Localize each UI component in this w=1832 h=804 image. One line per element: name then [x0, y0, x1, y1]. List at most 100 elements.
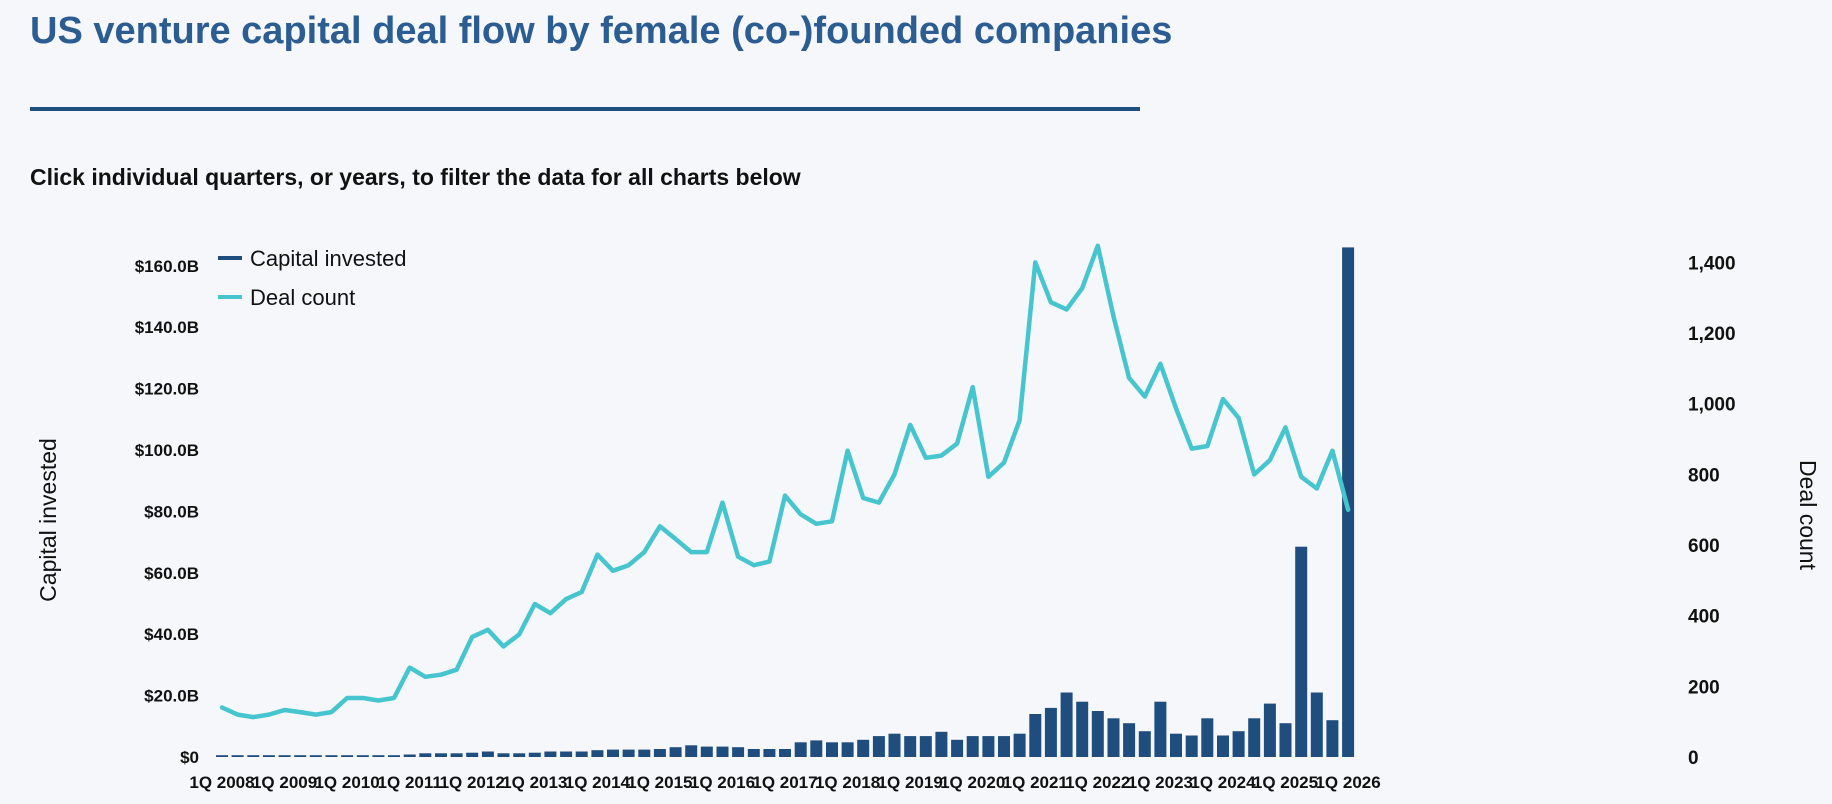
- capital-bar[interactable]: [763, 749, 776, 757]
- capital-bar[interactable]: [685, 745, 698, 757]
- x-tick-label[interactable]: 1Q 2009: [252, 773, 317, 792]
- capital-bar[interactable]: [247, 755, 260, 757]
- capital-bar[interactable]: [747, 749, 760, 757]
- capital-bar[interactable]: [1263, 703, 1276, 757]
- x-tick-label[interactable]: 1Q 2026: [1315, 773, 1380, 792]
- capital-bar[interactable]: [1107, 718, 1120, 757]
- deal-count-line-group[interactable]: [219, 243, 1351, 720]
- x-tick-label[interactable]: 1Q 2013: [502, 773, 567, 792]
- capital-bar[interactable]: [262, 755, 275, 757]
- capital-bar[interactable]: [481, 751, 494, 758]
- capital-bar[interactable]: [607, 749, 619, 757]
- capital-bar[interactable]: [1310, 692, 1323, 758]
- capital-bar[interactable]: [857, 739, 870, 757]
- capital-bar[interactable]: [1029, 714, 1042, 757]
- x-tick-label[interactable]: 1Q 2024: [1190, 773, 1256, 792]
- deal-count-line[interactable]: [219, 243, 1351, 720]
- capital-bar[interactable]: [653, 749, 666, 757]
- x-tick-label[interactable]: 1Q 2016: [690, 773, 755, 792]
- x-tick-label[interactable]: 1Q 2012: [440, 773, 505, 792]
- capital-bar[interactable]: [1013, 733, 1026, 757]
- capital-bar[interactable]: [403, 754, 416, 758]
- capital-bar[interactable]: [309, 755, 322, 757]
- capital-bar[interactable]: [966, 736, 979, 757]
- x-tick-label[interactable]: 1Q 2019: [878, 773, 943, 792]
- y-axis-left-title: Capital invested: [35, 438, 61, 602]
- capital-bar[interactable]: [497, 753, 510, 757]
- capital-bar[interactable]: [1217, 735, 1229, 758]
- capital-bar[interactable]: [1154, 701, 1167, 757]
- capital-bar[interactable]: [826, 742, 838, 757]
- capital-bar[interactable]: [669, 747, 682, 757]
- y-right-tick-label: 0: [1688, 748, 1699, 769]
- capital-bar[interactable]: [544, 751, 557, 758]
- capital-bar[interactable]: [1185, 735, 1198, 758]
- capital-bar[interactable]: [1232, 731, 1245, 757]
- x-tick-label[interactable]: 1Q 2014: [565, 773, 631, 792]
- capital-bar[interactable]: [888, 733, 901, 757]
- capital-bar[interactable]: [575, 751, 588, 758]
- capital-bar[interactable]: [450, 753, 463, 757]
- capital-bar[interactable]: [716, 746, 729, 757]
- x-tick-label[interactable]: 1Q 2010: [314, 773, 379, 792]
- x-tick-label[interactable]: 1Q 2021: [1003, 773, 1068, 792]
- x-tick-label[interactable]: 1Q 2018: [815, 773, 880, 792]
- x-tick-label[interactable]: 1Q 2008: [189, 773, 254, 792]
- capital-bar[interactable]: [1091, 711, 1104, 757]
- capital-bar[interactable]: [841, 742, 854, 757]
- capital-bar[interactable]: [732, 747, 745, 757]
- y-right-tick-label: 1,000: [1688, 395, 1736, 416]
- capital-bar[interactable]: [466, 752, 479, 757]
- x-tick-label[interactable]: 1Q 2023: [1128, 773, 1193, 792]
- y-left-tick-label: $20.0B: [144, 687, 199, 706]
- capital-bar[interactable]: [1123, 723, 1136, 757]
- capital-bar[interactable]: [341, 755, 354, 757]
- capital-bar[interactable]: [591, 750, 604, 757]
- capital-bar[interactable]: [560, 751, 573, 758]
- capital-bar[interactable]: [513, 753, 526, 757]
- capital-bar[interactable]: [216, 755, 228, 757]
- x-tick-label[interactable]: 1Q 2017: [752, 773, 817, 792]
- x-tick-label[interactable]: 1Q 2020: [940, 773, 1005, 792]
- capital-bar[interactable]: [231, 755, 244, 757]
- capital-bar[interactable]: [372, 755, 385, 757]
- capital-bar[interactable]: [904, 736, 917, 757]
- capital-bar[interactable]: [1170, 733, 1182, 757]
- legend: Capital invested Deal count: [218, 246, 407, 310]
- capital-bar[interactable]: [872, 736, 885, 757]
- capital-bar[interactable]: [1326, 720, 1339, 757]
- capital-bar[interactable]: [935, 731, 948, 757]
- capital-bar[interactable]: [278, 755, 291, 757]
- capital-bar[interactable]: [779, 749, 791, 757]
- capital-bar[interactable]: [951, 739, 964, 757]
- capital-bar[interactable]: [1060, 692, 1073, 758]
- capital-bar[interactable]: [1295, 546, 1308, 757]
- capital-bar[interactable]: [622, 749, 635, 757]
- capital-bar[interactable]: [1201, 718, 1214, 757]
- capital-bar[interactable]: [325, 755, 338, 757]
- capital-bar[interactable]: [1138, 731, 1151, 757]
- capital-bar[interactable]: [1279, 723, 1292, 757]
- capital-bar[interactable]: [998, 736, 1010, 757]
- capital-bar[interactable]: [294, 755, 307, 757]
- capital-bar[interactable]: [919, 736, 932, 757]
- capital-bar[interactable]: [982, 736, 995, 757]
- capital-bar[interactable]: [1248, 718, 1261, 757]
- capital-bar[interactable]: [700, 746, 713, 757]
- x-tick-label[interactable]: 1Q 2011: [378, 773, 442, 792]
- x-tick-label[interactable]: 1Q 2022: [1065, 773, 1130, 792]
- capital-bar[interactable]: [356, 755, 369, 757]
- capital-bar[interactable]: [388, 755, 400, 757]
- capital-bar[interactable]: [419, 753, 432, 757]
- capital-bar[interactable]: [1044, 707, 1057, 757]
- y-right-tick-label: 600: [1688, 536, 1720, 557]
- x-tick-label[interactable]: 1Q 2015: [627, 773, 692, 792]
- capital-bar[interactable]: [435, 753, 447, 757]
- capital-bar[interactable]: [794, 742, 807, 757]
- x-tick-label[interactable]: 1Q 2025: [1253, 773, 1318, 792]
- capital-bar[interactable]: [810, 740, 823, 757]
- capital-bar[interactable]: [1076, 701, 1089, 757]
- capital-bar[interactable]: [638, 749, 651, 757]
- capital-bar[interactable]: [528, 752, 541, 757]
